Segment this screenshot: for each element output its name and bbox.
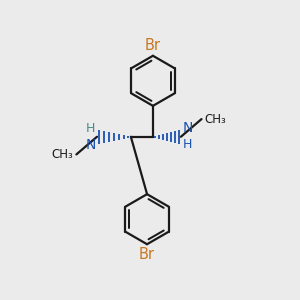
Text: H: H	[86, 122, 95, 135]
Text: N: N	[85, 138, 95, 152]
Text: N: N	[182, 121, 193, 135]
Text: CH₃: CH₃	[52, 148, 74, 161]
Text: CH₃: CH₃	[205, 112, 226, 126]
Text: Br: Br	[139, 247, 155, 262]
Text: H: H	[182, 138, 192, 151]
Text: Br: Br	[145, 38, 161, 53]
